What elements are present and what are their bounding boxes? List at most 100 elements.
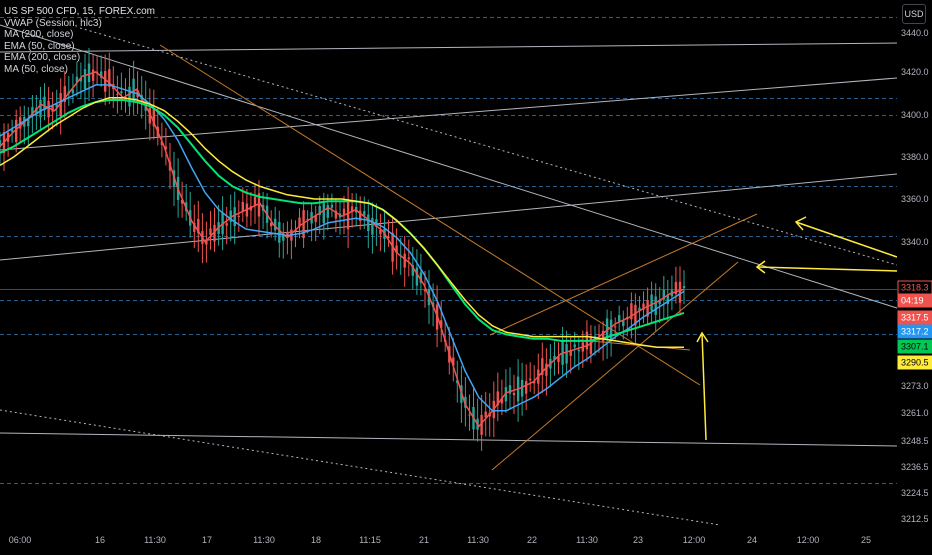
candle-body [116,94,119,96]
price-axis-tick: 3224.5 [901,488,929,498]
trendline-dashed [0,409,721,526]
price-label-text: 3290.5 [901,358,929,368]
candle-body [108,69,111,87]
channel-line [489,213,758,336]
candle-body [395,245,398,253]
time-axis[interactable]: 06:00 16 11:30 17 11:30 18 11:15 21 11:30 22 11:30… [0,528,932,550]
price-axis[interactable]: 3440.0 3420.0 3400.0 3380.0 3360.0 3340.0 3273… [897,0,932,524]
candle-body [525,381,528,394]
indicator-line [0,99,685,342]
candle-body [464,396,467,408]
currency-button[interactable]: USD [902,4,926,24]
candle-body [346,199,350,230]
candle-body [601,330,605,342]
price-axis-tick: 3273.0 [901,381,929,391]
candle-body [128,86,131,107]
candle-body [367,214,370,231]
candle-body [456,380,459,384]
candle-body [419,272,423,283]
candle-body [630,303,633,320]
candle-body [322,203,325,224]
time-axis-tick: 12:00 [683,535,706,545]
candle-body [87,63,91,83]
price-label-text: 3317.2 [901,327,929,337]
time-axis-tick: 11:30 [467,535,489,545]
candle-body [330,204,334,208]
price-axis-tick: 3400.0 [901,110,929,120]
candle-body [452,357,455,366]
candle-body [403,253,406,268]
candle-body [229,210,232,222]
trendline-white [0,173,898,261]
price-axis-tick: 3212.5 [901,514,929,524]
candle-body [642,303,645,310]
price-label-box [897,324,932,339]
time-axis-background [0,528,932,550]
candle-body [205,239,208,245]
candle-body [573,344,576,348]
candle-body [605,318,609,340]
candle-body [282,234,285,241]
candle-body [15,119,18,142]
time-axis-tick: 11:15 [359,535,381,545]
candle-body [132,78,135,102]
candle-body [468,414,471,416]
candle-body [597,334,601,336]
legend-study[interactable]: EMA (200, close) [4,52,81,63]
candle-body [650,294,653,311]
legend-study[interactable]: VWAP (Session, hlc3) [4,17,102,29]
candle-body [565,344,568,364]
arrow-annotation [755,260,898,274]
candle-body [286,231,289,235]
candle-body [529,378,532,381]
candle-body [415,267,419,286]
candle-body [609,319,613,340]
candle-body [350,206,354,212]
candle-body [618,315,621,323]
time-axis-tick: 18 [311,535,321,545]
candle-body [278,222,281,243]
time-axis-tick: 11:30 [144,535,166,545]
candle-body [152,109,155,127]
candle-body [209,228,212,236]
candle-body [91,69,95,81]
indicator-line [0,84,685,412]
price-axis-tick: 3340.0 [901,237,929,247]
price-label-text: 3307.1 [901,342,929,352]
candle-body [545,363,548,376]
candle-body [237,215,240,217]
trend-lines [0,24,898,526]
candle-body [298,217,301,227]
indicator-series [0,71,685,428]
candle-body [270,222,273,227]
candle-body [379,229,382,235]
candle-body [83,69,87,89]
arrow-annotation [794,216,898,258]
channel-line [491,261,739,471]
candle-body [658,300,661,305]
candle-body [500,398,504,404]
candle-body [533,381,536,384]
candle-body [120,91,123,94]
candle-body [43,96,46,111]
price-axis-background [897,0,932,522]
price-axis-tick: 3380.0 [901,152,929,162]
candle-body [682,286,686,288]
candle-body [10,129,14,132]
candle-body [577,349,580,352]
time-axis-tick: 12:00 [797,535,820,545]
legend-study[interactable]: MA (50, close) [4,63,68,75]
candle-body [407,257,410,260]
time-axis-tick: 11:30 [253,535,275,545]
legend-study[interactable]: EMA (50, close) [4,40,75,52]
candle-body [274,218,277,231]
trendline-white [0,24,898,309]
legend-study[interactable]: MA (200, close) [4,29,74,40]
candle-body [314,215,317,222]
candle-body [363,211,366,216]
candle-body [79,78,83,82]
candle-body [440,320,443,328]
price-axis-tick: 3248.5 [901,436,929,446]
